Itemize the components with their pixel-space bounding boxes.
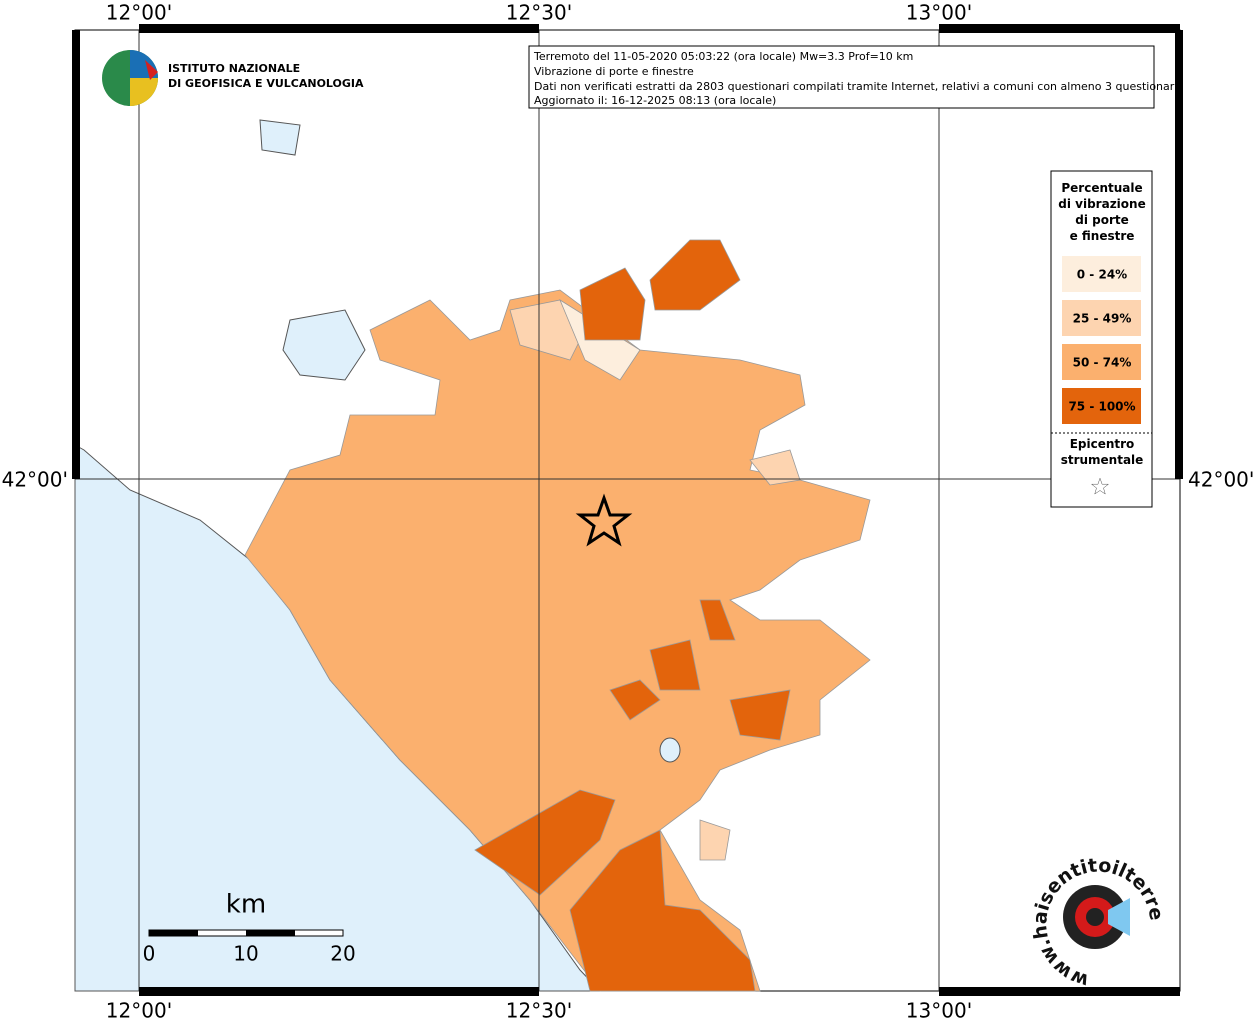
- region: [244, 289, 871, 992]
- info-box-frame: [528, 45, 1155, 109]
- institute-logo: ISTITUTO NAZIONALE DI GEOFISICA E VULCAN…: [102, 50, 364, 106]
- frame-bar: [139, 987, 539, 996]
- institute-name: DI GEOFISICA E VULCANOLOGIA: [168, 77, 364, 90]
- info-line: Terremoto del 11-05-2020 05:03:22 (ora l…: [533, 50, 913, 63]
- logo-globe: [145, 60, 158, 80]
- legend-frame: [1050, 170, 1153, 508]
- legend-star: [1091, 477, 1109, 495]
- frame-bars: [72, 24, 1183, 996]
- legend-epicenter: strumentale: [1061, 453, 1144, 467]
- latitude-label: 42°00': [2, 468, 68, 492]
- frame-bar: [72, 30, 80, 479]
- legend-label: 25 - 49%: [1073, 312, 1132, 326]
- lake: [259, 119, 301, 156]
- info-line: Dati non verificati estratti da 2803 que…: [534, 80, 1181, 93]
- frame-bar: [939, 24, 1180, 33]
- legend-title: di vibrazione: [1058, 197, 1145, 211]
- scale-tick-label: 20: [330, 942, 355, 966]
- longitude-label: 12°00': [106, 1, 172, 25]
- scale-tick-label: 10: [233, 942, 258, 966]
- region: [699, 819, 731, 861]
- legend-swatch: [1062, 256, 1141, 292]
- region: [749, 449, 801, 486]
- scale-bar: km 0 10 20: [143, 890, 356, 966]
- legend-swatch: [1062, 388, 1141, 424]
- region: [569, 829, 756, 992]
- longitude-label: 12°30': [506, 999, 572, 1023]
- region: [649, 639, 701, 691]
- legend-label: 50 - 74%: [1073, 356, 1132, 370]
- region: [509, 299, 581, 361]
- info-line: Aggiornato il: 16-12-2025 08:13 (ora loc…: [534, 94, 776, 107]
- region: [609, 679, 661, 721]
- frame-bar: [1175, 30, 1183, 479]
- region: [699, 599, 736, 641]
- legend-label: 0 - 24%: [1077, 268, 1127, 282]
- info-line: Vibrazione di porte e finestre: [534, 65, 694, 78]
- logo-globe: [130, 78, 158, 106]
- region: [474, 789, 616, 896]
- longitude-label: 12°00': [106, 999, 172, 1023]
- legend: Percentuale di vibrazione di porte e fin…: [1050, 170, 1153, 508]
- info-box: Terremoto del 11-05-2020 05:03:22 (ora l…: [528, 45, 1181, 109]
- legend-swatch: [1062, 344, 1141, 380]
- longitude-label: 12°30': [506, 1, 572, 25]
- lake: [282, 309, 366, 381]
- badge-horn: [1108, 898, 1130, 936]
- epicenter: [575, 493, 633, 547]
- region: [649, 239, 741, 311]
- scale-tick-label: 0: [143, 942, 156, 966]
- legend-title: e finestre: [1070, 229, 1135, 243]
- region: [579, 267, 646, 341]
- graticule: [75, 30, 1180, 991]
- legend-swatch: [1062, 300, 1141, 336]
- lake: [659, 737, 681, 763]
- legend-epicenter: Epicentro: [1070, 437, 1135, 451]
- badge-target: [1086, 908, 1104, 926]
- longitude-label: 13°00': [906, 999, 972, 1023]
- scale-bar-segment: [149, 930, 198, 936]
- map-area: [74, 119, 871, 992]
- frame-bar: [139, 24, 539, 33]
- longitude-label: 13°00': [906, 1, 972, 25]
- legend-title: Percentuale: [1061, 181, 1142, 195]
- legend-title: di porte: [1075, 213, 1129, 227]
- institute-name: ISTITUTO NAZIONALE: [168, 62, 300, 75]
- legend-label: 75 - 100%: [1068, 400, 1135, 414]
- latitude-label: 42°00': [1188, 468, 1254, 492]
- scale-bar-segment: [246, 930, 295, 936]
- scale-unit: km: [226, 890, 266, 920]
- region: [729, 689, 791, 741]
- frame-bar: [939, 987, 1180, 996]
